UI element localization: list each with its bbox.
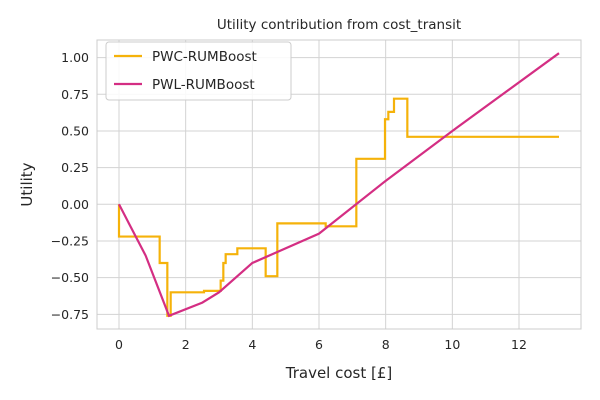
y-tick-label: 1.00 [61, 50, 89, 65]
y-tick-label: −0.50 [51, 270, 89, 285]
x-tick-label: 2 [182, 337, 190, 352]
series-line-pwl [118, 52, 560, 318]
y-tick-label: 0.00 [61, 197, 89, 212]
x-axis-label: Travel cost [£] [285, 364, 393, 382]
legend-box [105, 41, 292, 101]
y-tick-label: 0.25 [61, 160, 89, 175]
legend-label-pwl: PWL-RUMBoost [152, 77, 255, 93]
y-tick-label: 0.50 [61, 123, 89, 138]
x-tick-label: 4 [248, 337, 256, 352]
grid [97, 40, 581, 329]
y-tick-label: −0.25 [51, 233, 89, 248]
y-tick-label: 0.75 [61, 87, 89, 102]
legend: PWC-RUMBoost PWL-RUMBoost [105, 41, 292, 101]
series-layer [117, 52, 560, 318]
x-tick-label: 6 [315, 337, 323, 352]
x-tick-label: 0 [115, 337, 123, 352]
plot-frame [96, 39, 582, 330]
tick-labels: 0 2 4 6 8 10 12 −0.75 −0.50 −0.25 0.00 0.25 0.50 0.75… [51, 50, 527, 352]
x-tick-label: 12 [511, 337, 527, 352]
y-axis-label: Utility [18, 162, 36, 206]
x-tick-label: 8 [382, 337, 390, 352]
chart-title: Utility contribution from cost_transit [217, 17, 461, 33]
y-tick-label: −0.75 [51, 307, 89, 322]
legend-label-pwc: PWC-RUMBoost [152, 49, 257, 65]
x-tick-label: 10 [444, 337, 460, 352]
